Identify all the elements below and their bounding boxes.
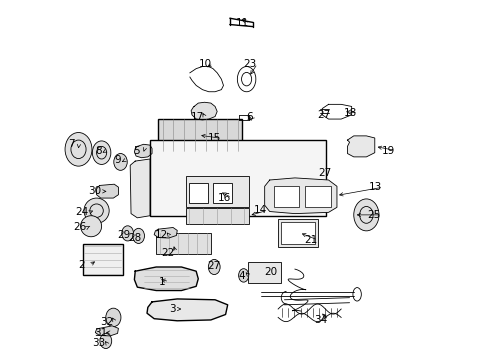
Polygon shape bbox=[347, 136, 374, 157]
Bar bbox=[156, 233, 210, 253]
Text: 26: 26 bbox=[73, 222, 86, 233]
Text: 4: 4 bbox=[238, 271, 244, 281]
Polygon shape bbox=[96, 184, 118, 198]
Bar bbox=[281, 222, 314, 244]
Text: 33: 33 bbox=[92, 338, 105, 348]
Polygon shape bbox=[134, 267, 198, 291]
Text: 18: 18 bbox=[343, 108, 356, 118]
Bar bbox=[185, 176, 248, 207]
Polygon shape bbox=[130, 159, 150, 218]
Bar bbox=[247, 262, 281, 283]
Bar bbox=[158, 119, 242, 150]
Polygon shape bbox=[147, 299, 227, 321]
Text: 14: 14 bbox=[253, 205, 266, 215]
Bar bbox=[189, 183, 207, 203]
Text: 16: 16 bbox=[217, 193, 230, 203]
Text: 8: 8 bbox=[95, 145, 102, 156]
Text: 20: 20 bbox=[264, 267, 277, 276]
Polygon shape bbox=[154, 228, 177, 238]
Bar bbox=[305, 186, 330, 207]
Ellipse shape bbox=[114, 153, 127, 170]
Polygon shape bbox=[134, 144, 152, 158]
Text: 3: 3 bbox=[168, 304, 175, 314]
Polygon shape bbox=[264, 178, 336, 213]
Text: 21: 21 bbox=[303, 235, 316, 245]
Text: 5: 5 bbox=[133, 145, 140, 156]
Text: 13: 13 bbox=[368, 182, 382, 192]
Text: 24: 24 bbox=[75, 207, 88, 217]
Text: 27: 27 bbox=[318, 168, 331, 178]
Text: 9: 9 bbox=[114, 155, 121, 165]
Bar bbox=[278, 219, 317, 247]
Text: 23: 23 bbox=[243, 59, 256, 69]
Ellipse shape bbox=[132, 228, 144, 243]
Text: 32: 32 bbox=[100, 317, 114, 327]
Bar bbox=[273, 186, 299, 207]
Polygon shape bbox=[95, 326, 118, 336]
Ellipse shape bbox=[208, 260, 220, 275]
Text: 15: 15 bbox=[207, 134, 221, 143]
Text: 28: 28 bbox=[127, 233, 141, 243]
Text: 12: 12 bbox=[155, 230, 168, 240]
Bar bbox=[82, 244, 122, 275]
Bar bbox=[213, 183, 231, 203]
Text: 11: 11 bbox=[235, 18, 248, 28]
Ellipse shape bbox=[353, 199, 378, 231]
Bar bbox=[150, 140, 326, 216]
Text: 1: 1 bbox=[158, 277, 164, 287]
Text: 7: 7 bbox=[68, 139, 75, 149]
Text: 30: 30 bbox=[88, 186, 101, 196]
Text: 27: 27 bbox=[317, 110, 330, 120]
Polygon shape bbox=[191, 102, 217, 120]
Text: 17: 17 bbox=[190, 112, 203, 122]
Text: 29: 29 bbox=[117, 230, 130, 240]
Bar bbox=[185, 208, 248, 224]
Text: 34: 34 bbox=[314, 315, 327, 325]
Ellipse shape bbox=[84, 198, 109, 223]
Text: 19: 19 bbox=[381, 145, 394, 156]
Text: 31: 31 bbox=[94, 328, 107, 338]
Text: 10: 10 bbox=[199, 59, 212, 69]
Ellipse shape bbox=[122, 226, 133, 241]
Text: 2: 2 bbox=[79, 260, 85, 270]
Ellipse shape bbox=[81, 216, 102, 237]
Ellipse shape bbox=[92, 141, 111, 165]
Ellipse shape bbox=[100, 333, 111, 348]
Text: 25: 25 bbox=[366, 210, 379, 220]
Text: 6: 6 bbox=[246, 112, 252, 122]
Ellipse shape bbox=[65, 132, 92, 166]
Ellipse shape bbox=[105, 308, 121, 327]
Text: 22: 22 bbox=[161, 248, 174, 258]
Text: 27: 27 bbox=[207, 261, 221, 271]
Ellipse shape bbox=[238, 269, 248, 282]
